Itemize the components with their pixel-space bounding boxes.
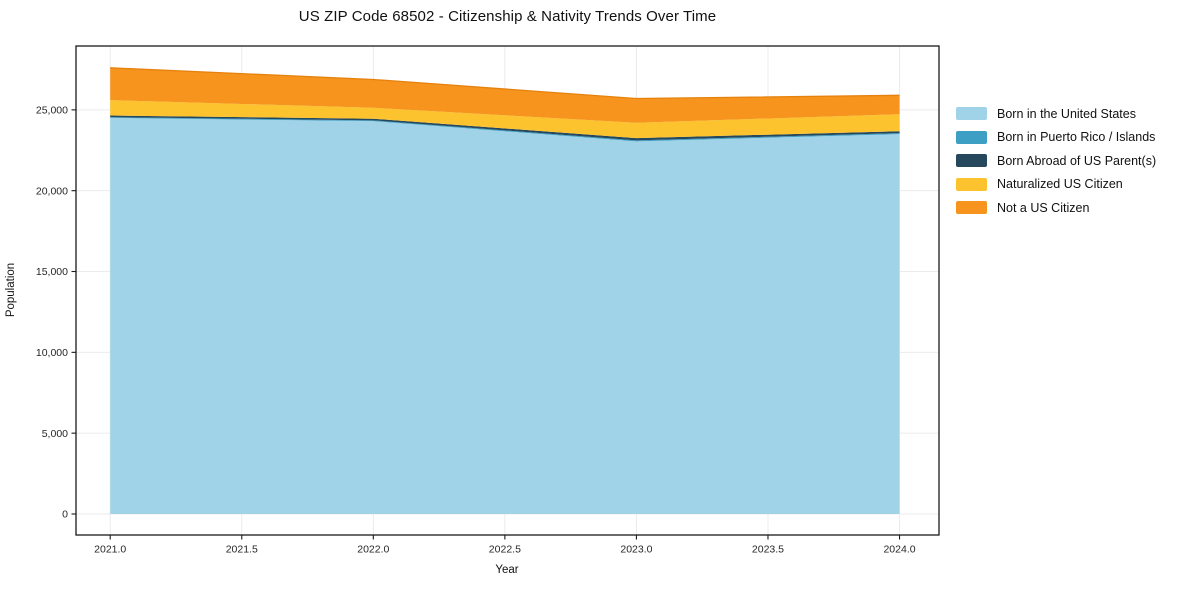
plot-border (75, 45, 940, 536)
legend-swatch-born-abroad (956, 154, 987, 168)
y-tick-label: 15,000 (36, 266, 68, 278)
x-tick-label: 2023.5 (752, 544, 784, 556)
total-top-edge (110, 67, 900, 100)
chart-title: US ZIP Code 68502 - Citizenship & Nativi… (298, 8, 717, 25)
legend: Born in the United States Born in Puerto… (956, 102, 1156, 220)
legend-label-naturalized: Naturalized US Citizen (997, 177, 1123, 192)
legend-swatch-born-in-us (956, 107, 987, 121)
axis-layer: 0 5,000 10,000 15,000 20,000 25,000 2021.0 2021… (36, 45, 940, 556)
legend-label-not-citizen: Not a US Citizen (997, 200, 1090, 215)
y-tick-label: 5,000 (42, 428, 68, 440)
y-tick-label: 20,000 (36, 185, 68, 197)
x-tick-label: 2022.5 (489, 544, 521, 556)
x-tick-label: 2024.0 (883, 544, 915, 556)
x-tick-label: 2021.0 (94, 544, 126, 556)
legend-item-born-abroad: Born Abroad of US Parent(s) (956, 149, 1156, 173)
x-axis-label: Year (495, 564, 518, 576)
y-tick-label: 25,000 (36, 105, 68, 117)
legend-label-puerto-rico: Born in Puerto Rico / Islands (997, 130, 1156, 145)
legend-item-born-in-us: Born in the United States (956, 102, 1156, 126)
legend-label-born-in-us: Born in the United States (997, 106, 1136, 121)
y-tick-label: 0 (62, 509, 68, 521)
area-layer (110, 67, 900, 514)
x-tick-label: 2021.5 (226, 544, 258, 556)
x-tick-label: 2023.0 (620, 544, 652, 556)
legend-swatch-not-citizen (956, 201, 987, 215)
y-tick-label: 10,000 (36, 347, 68, 359)
legend-item-naturalized: Naturalized US Citizen (956, 173, 1156, 197)
legend-swatch-naturalized (956, 177, 987, 191)
x-tick-label: 2022.0 (357, 544, 389, 556)
legend-swatch-puerto-rico (956, 130, 987, 144)
y-axis-label: Population (5, 263, 17, 317)
area-born-in-the-united-states (110, 117, 900, 514)
area-naturalized-us-citizen (110, 100, 900, 139)
area-not-a-us-citizen (110, 67, 900, 123)
legend-item-not-citizen: Not a US Citizen (956, 196, 1156, 220)
area-born-abroad-of-us-parent-s (110, 115, 900, 141)
legend-label-born-abroad: Born Abroad of US Parent(s) (997, 153, 1157, 168)
legend-item-puerto-rico: Born in Puerto Rico / Islands (956, 126, 1156, 150)
